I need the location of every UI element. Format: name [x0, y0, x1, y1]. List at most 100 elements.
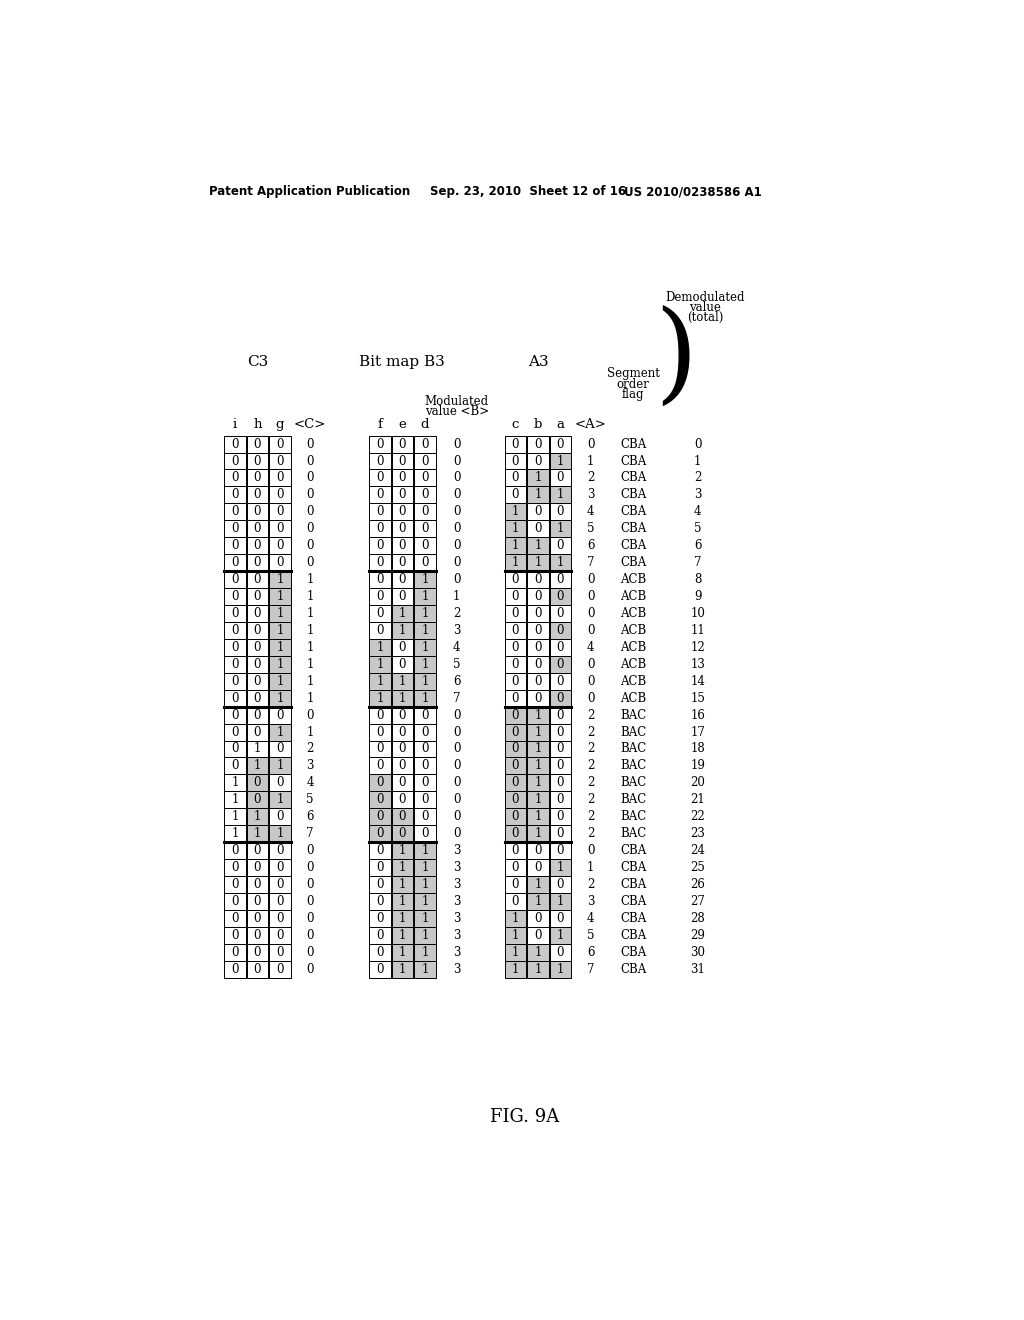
Bar [550, 909, 571, 927]
Text: 0: 0 [231, 539, 239, 552]
Text: 0: 0 [557, 437, 564, 450]
Text: 0: 0 [453, 556, 461, 569]
Text: 19: 19 [690, 759, 706, 772]
Text: 0: 0 [398, 556, 407, 569]
Text: 0: 0 [398, 759, 407, 772]
Bar [391, 842, 414, 859]
Text: 16: 16 [690, 709, 706, 722]
Text: 0: 0 [276, 709, 284, 722]
Bar [505, 520, 526, 537]
Text: 0: 0 [512, 776, 519, 789]
Bar [224, 825, 246, 842]
Bar [247, 944, 268, 961]
Bar [550, 741, 571, 758]
Text: 0: 0 [512, 454, 519, 467]
Text: 0: 0 [376, 471, 384, 484]
Text: 0: 0 [512, 437, 519, 450]
Text: 29: 29 [690, 929, 706, 942]
Text: 1: 1 [276, 793, 284, 807]
Text: 0: 0 [421, 523, 429, 536]
Text: 1: 1 [376, 692, 384, 705]
Text: 1: 1 [421, 843, 428, 857]
Text: 1: 1 [231, 793, 239, 807]
Text: 0: 0 [557, 776, 564, 789]
Text: 0: 0 [276, 523, 284, 536]
Text: 1: 1 [421, 895, 428, 908]
Text: 1: 1 [512, 945, 519, 958]
Text: 0: 0 [254, 640, 261, 653]
Text: 1: 1 [421, 912, 428, 925]
Bar [391, 487, 414, 503]
Text: 1: 1 [421, 945, 428, 958]
Bar [550, 927, 571, 944]
Bar [391, 775, 414, 792]
Text: 7: 7 [587, 556, 594, 569]
Bar [369, 961, 391, 978]
Bar [269, 723, 291, 741]
Text: 0: 0 [376, 488, 384, 502]
Bar [527, 961, 549, 978]
Bar [527, 537, 549, 554]
Bar [224, 927, 246, 944]
Text: 0: 0 [421, 776, 429, 789]
Text: <C>: <C> [294, 418, 327, 432]
Bar [369, 487, 391, 503]
Text: 5: 5 [694, 523, 701, 536]
Text: value <B>: value <B> [425, 405, 488, 418]
Text: 6: 6 [306, 810, 314, 824]
Text: 1: 1 [231, 776, 239, 789]
Bar [391, 741, 414, 758]
Text: 0: 0 [453, 709, 461, 722]
Bar [414, 775, 435, 792]
Bar [269, 775, 291, 792]
Text: 1: 1 [557, 523, 564, 536]
Text: 13: 13 [690, 657, 706, 671]
Bar [247, 859, 268, 876]
Bar [527, 436, 549, 453]
Text: 0: 0 [306, 437, 314, 450]
Text: 0: 0 [535, 657, 542, 671]
Text: 3: 3 [453, 861, 461, 874]
Text: CBA: CBA [621, 437, 646, 450]
Bar [550, 503, 571, 520]
Text: 0: 0 [557, 759, 564, 772]
Bar [269, 537, 291, 554]
Bar [269, 944, 291, 961]
Text: 0: 0 [512, 607, 519, 620]
Bar [269, 892, 291, 909]
Bar [391, 673, 414, 689]
Bar [505, 961, 526, 978]
Bar [269, 503, 291, 520]
Bar [391, 723, 414, 741]
Bar [505, 876, 526, 892]
Text: 0: 0 [398, 573, 407, 586]
Bar [247, 622, 268, 639]
Text: 1: 1 [398, 895, 407, 908]
Text: 1: 1 [694, 454, 701, 467]
Text: order: order [616, 378, 650, 391]
Bar [247, 453, 268, 470]
Text: 0: 0 [231, 437, 239, 450]
Text: A3: A3 [527, 355, 548, 370]
Text: 1: 1 [421, 692, 428, 705]
Bar [391, 825, 414, 842]
Text: 1: 1 [276, 607, 284, 620]
Text: 1: 1 [512, 539, 519, 552]
Text: 0: 0 [376, 556, 384, 569]
Bar [550, 944, 571, 961]
Text: 0: 0 [231, 962, 239, 975]
Text: 3: 3 [694, 488, 701, 502]
Text: 4: 4 [587, 912, 594, 925]
Text: 0: 0 [453, 759, 461, 772]
Text: 1: 1 [535, 878, 542, 891]
Text: 0: 0 [557, 675, 564, 688]
Bar [369, 656, 391, 673]
Text: 0: 0 [535, 861, 542, 874]
Text: 2: 2 [694, 471, 701, 484]
Text: CBA: CBA [621, 962, 646, 975]
Text: 0: 0 [231, 709, 239, 722]
Text: 0: 0 [557, 828, 564, 841]
Text: 4: 4 [453, 640, 461, 653]
Text: 1: 1 [421, 675, 428, 688]
Bar [527, 927, 549, 944]
